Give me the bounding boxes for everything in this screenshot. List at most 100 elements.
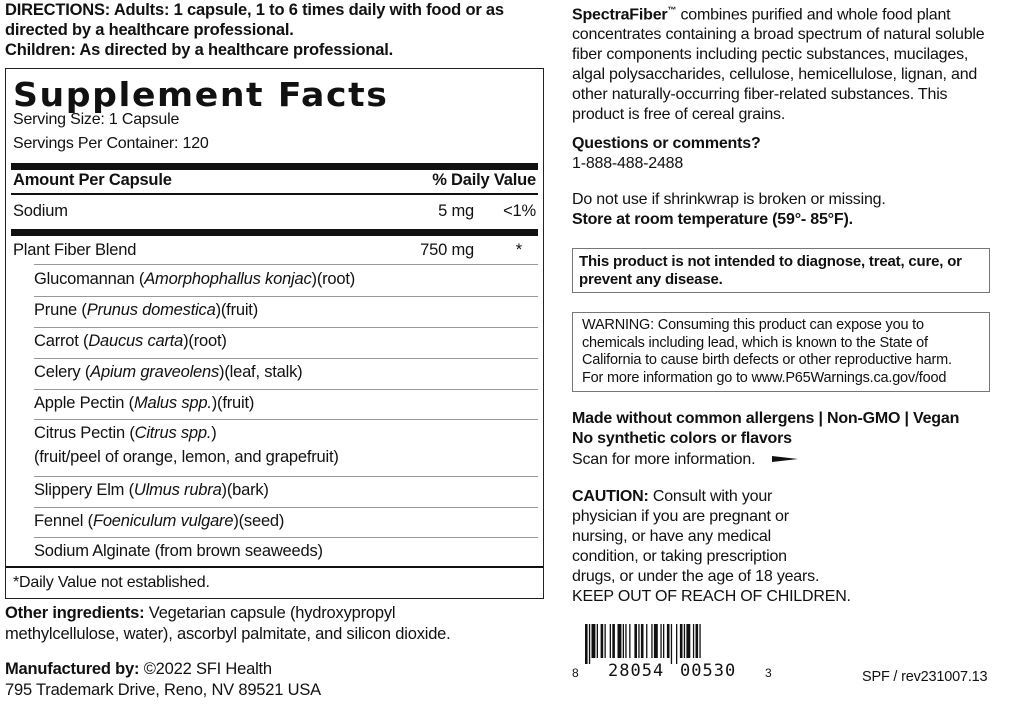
ingredient-name: Glucomannan ( — [34, 270, 145, 288]
barcode-bar — [670, 624, 673, 664]
caution-line: physician if you are pregnant or — [572, 508, 789, 525]
desc-line: combines purified and whole food plant — [676, 6, 951, 24]
barcode-bar — [604, 624, 606, 658]
divider — [6, 566, 543, 568]
barcode-bar — [651, 624, 653, 658]
storage-note: Store at room temperature (59°- 85°F). — [572, 211, 853, 228]
ingredient-row: Fennel (Foeniculum vulgare)(seed) — [34, 509, 536, 533]
barcode-bar — [622, 624, 624, 658]
warning-line: chemicals including lead, which is known… — [582, 334, 928, 351]
ingredient-row: Glucomannan (Amorphophallus konjac)(root… — [34, 267, 536, 291]
barcode-bar — [686, 624, 691, 658]
barcode-bar — [638, 624, 640, 658]
barcode-bar — [625, 624, 627, 658]
desc-line: product is free of cereal grains. — [572, 106, 786, 124]
disclaimer-box: This product is not intended to diagnose… — [572, 248, 990, 293]
row-separator — [34, 476, 538, 477]
ingredient-latin: Malus spp. — [133, 394, 212, 412]
ingredient-name: Celery ( — [34, 363, 91, 381]
ingredient-name: Citrus Pectin ( — [34, 424, 135, 442]
amount-header-row: Amount Per Capsule % Daily Value — [13, 171, 536, 193]
row-separator — [34, 358, 538, 359]
ingredient-row: Celery (Apium graveolens)(leaf, stalk) — [34, 360, 536, 384]
barcode-digits-left: 28054 — [608, 661, 665, 681]
directions-line: directed by a healthcare professional. — [5, 21, 294, 39]
barcode-bar — [585, 624, 588, 664]
ingredient-row: Carrot (Daucus carta)(root) — [34, 329, 536, 353]
revision-code: SPF / rev231007.13 — [862, 669, 988, 685]
directions: DIRECTIONS: Adults: 1 capsule, 1 to 6 ti… — [5, 0, 545, 60]
questions-heading: Questions or comments? — [572, 135, 761, 152]
ingredient-name: Fennel ( — [34, 512, 93, 530]
barcode-bar — [666, 624, 670, 658]
barcode-bar — [653, 624, 658, 658]
other-ingredients-text: methylcellulose, water), ascorbyl palmit… — [5, 625, 451, 643]
ingredient-latin: Daucus carta — [88, 332, 184, 350]
caution: CAUTION: Consult with your physician if … — [572, 487, 851, 607]
caution-line: Consult with your — [648, 488, 773, 505]
trademark: ™ — [667, 5, 677, 15]
caution-line: nursing, or have any medical — [572, 528, 771, 545]
servings-per-container: Servings Per Container: 120 — [13, 135, 209, 152]
barcode — [585, 624, 701, 664]
ingredient-part: )(bark) — [221, 481, 269, 499]
desc-line: concentrates containing a broad spectrum… — [572, 26, 985, 44]
ingredient-row: Prune (Prunus domestica)(fruit) — [34, 298, 536, 322]
barcode-bar — [679, 624, 683, 658]
barcode-bar — [617, 624, 622, 658]
barcode-bar — [600, 624, 604, 658]
facts-title: Supplement Facts — [13, 75, 389, 114]
desc-line: other naturally-occurring fiber-related … — [572, 86, 948, 104]
allergen-statement: Made without common allergens | Non-GMO … — [572, 410, 960, 427]
ingredient-name: Prune ( — [34, 301, 87, 319]
manufacturer-label: Manufactured by: — [5, 660, 140, 678]
divider-thick — [11, 163, 538, 170]
other-ingredients-text: Vegetarian capsule (hydroxypropyl — [144, 604, 396, 622]
divider-thick — [11, 229, 538, 236]
ingredient-name: Slippery Elm ( — [34, 481, 134, 499]
barcode-bar — [609, 624, 611, 658]
desc-line: algal polysaccharides, cellulose, hemice… — [572, 66, 978, 84]
amount-header: Amount Per Capsule — [13, 171, 172, 189]
barcode-digit: 3 — [765, 666, 772, 680]
supplement-facts-panel: Supplement Facts Serving Size: 1 Capsule… — [5, 68, 544, 599]
brand-name: SpectraFiber — [572, 6, 668, 24]
barcode-bar — [676, 624, 678, 664]
warning-line: For more information go to www.P65Warnin… — [582, 369, 947, 386]
no-synthetic-statement: No synthetic colors or flavors — [572, 430, 792, 447]
manufacturer: Manufactured by: ©2022 SFI Health 795 Tr… — [5, 659, 321, 701]
barcode-digits-right: 00530 — [680, 661, 737, 681]
nutrient-dv: <1% — [503, 202, 536, 220]
ingredient-latin: Amorphophallus konjac — [144, 270, 312, 288]
barcode-bar — [683, 624, 686, 658]
caution-label: CAUTION: — [572, 488, 649, 505]
ingredient-part: ) — [211, 424, 217, 442]
ingredient-row: Apple Pectin (Malus spp.)(fruit) — [34, 391, 536, 415]
row-separator — [34, 327, 538, 328]
nutrient-dv: * — [515, 241, 522, 259]
row-separator — [34, 419, 538, 420]
shrinkwrap-note: Do not use if shrinkwrap is broken or mi… — [572, 191, 886, 208]
barcode-bar — [663, 624, 665, 658]
directions-line: DIRECTIONS: Adults: 1 capsule, 1 to 6 ti… — [5, 1, 504, 19]
nutrient-amount: 5 mg — [438, 202, 474, 220]
ingredient-latin: Ulmus rubra — [133, 481, 222, 499]
scan-note: Scan for more information. — [572, 450, 798, 470]
ingredient-part: )(fruit) — [215, 301, 259, 319]
barcode-bar — [660, 624, 662, 658]
row-separator — [34, 537, 538, 538]
ingredient-part: )(root) — [311, 270, 356, 288]
row-separator — [34, 389, 538, 390]
disclaimer-line: prevent any disease. — [579, 271, 723, 288]
caution-line: condition, or taking prescription — [572, 548, 787, 565]
barcode-bar — [596, 624, 598, 658]
ingredient-part: (fruit/peel of orange, lemon, and grapef… — [34, 448, 339, 466]
barcode-digit: 8 — [572, 666, 579, 680]
ingredient-row: Slippery Elm (Ulmus rubra)(bark) — [34, 478, 536, 502]
barcode-bar — [588, 624, 591, 664]
nutrient-name: Plant Fiber Blend — [13, 241, 137, 259]
caution-line: KEEP OUT OF REACH OF CHILDREN. — [572, 588, 851, 605]
ingredient-latin: Citrus spp. — [134, 424, 212, 442]
warning-line: WARNING: Consuming this product can expo… — [582, 317, 924, 333]
caution-line: drugs, or under the age of 18 years. — [572, 568, 820, 585]
